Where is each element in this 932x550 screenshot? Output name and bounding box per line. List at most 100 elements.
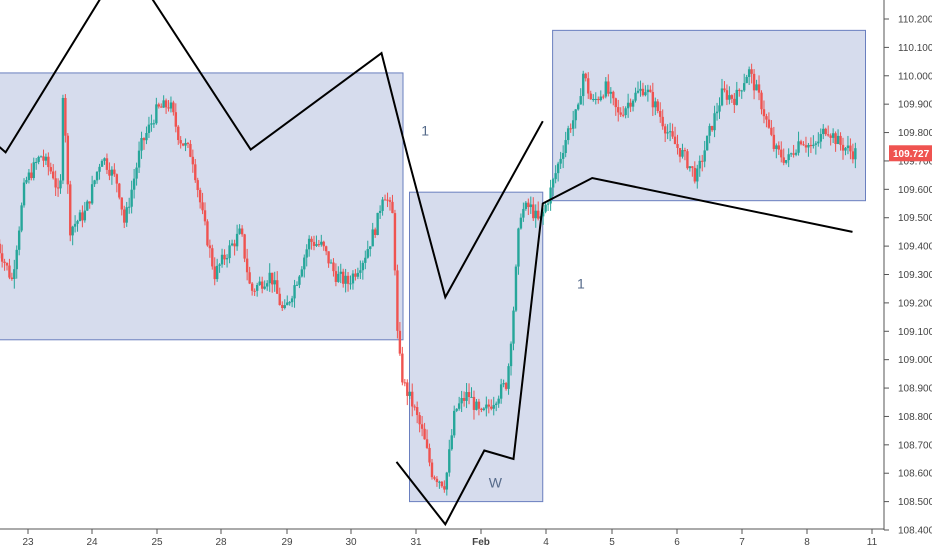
candle [76,219,79,232]
candle-body [364,257,367,263]
candle [519,213,523,230]
candle-body [393,213,397,271]
candle-body [812,144,815,147]
candle-body [95,171,99,181]
candle [551,177,555,197]
candle-body [383,199,387,201]
candle-body [391,201,394,214]
candle [715,102,719,121]
candle [281,301,284,311]
candle-body [609,91,613,94]
candle-body [715,111,719,114]
candle-body [777,145,780,150]
candle [512,306,515,351]
candle-body [438,481,441,483]
candle [772,126,776,152]
candle-body [30,172,33,179]
candle [196,177,199,198]
candle [844,147,847,156]
candle [177,125,180,145]
y-tick-label: 109.400 [898,242,932,253]
candle [5,262,9,271]
candle-body [113,169,116,175]
candle [356,267,360,280]
candle-body [708,125,711,136]
candle-body [770,127,773,135]
candle-body [10,277,14,280]
candle-body [61,97,65,181]
candle [273,271,276,292]
candle-body [541,211,545,217]
candle-body [477,401,481,409]
candle [438,480,441,489]
candle [624,106,627,119]
candle [288,300,291,306]
candle-body [184,142,187,146]
candle [225,254,229,268]
candle-body [430,462,434,478]
candle [142,137,146,150]
candle-body [215,265,219,280]
candle [450,429,453,451]
candle [532,197,535,221]
candle [64,94,67,143]
candle [81,205,84,228]
candle [300,266,304,278]
candle [571,110,575,137]
candle-body [747,69,751,77]
candle-body [54,178,57,188]
candle [258,276,261,286]
candle [37,155,40,165]
candle-body [740,90,743,92]
candle-body [507,366,510,389]
candle-body [819,134,822,142]
candle [574,109,577,129]
candle-body [752,73,756,91]
candle [522,202,525,222]
candle-body [322,241,325,247]
candle [698,155,701,177]
candle [240,225,244,237]
candle [44,153,48,166]
candle [720,78,724,107]
candle [809,137,813,154]
candle-body [73,223,77,227]
candle [266,280,269,291]
candle-body [524,202,528,209]
candle-body [487,404,490,407]
candle [760,90,763,115]
candle [785,159,788,165]
candle-body [639,88,642,91]
candle-body [809,144,813,147]
candle-body [155,104,158,124]
candle [61,94,65,185]
candle [834,131,837,152]
candle-body [604,81,607,97]
candle-body [448,449,451,473]
candle [433,475,436,481]
y-tick-label: 109.500 [898,213,932,224]
candle [98,163,101,180]
candle-body [824,128,827,135]
candle [115,173,119,193]
candle [666,124,669,140]
candle [73,215,77,233]
candle-body [157,104,160,107]
candle [644,85,647,97]
candle [393,209,397,276]
candle-body [271,272,274,285]
x-tick-label: 31 [410,537,422,548]
candle [617,99,620,122]
candle [745,74,748,84]
candle-body [398,330,402,354]
y-tick-label: 108.600 [898,469,932,480]
candle-body [69,184,72,236]
candle-body [137,150,141,168]
candle [804,136,808,153]
candle-body [450,435,453,450]
candle [846,135,850,155]
candle [145,126,148,145]
candle [396,264,399,339]
